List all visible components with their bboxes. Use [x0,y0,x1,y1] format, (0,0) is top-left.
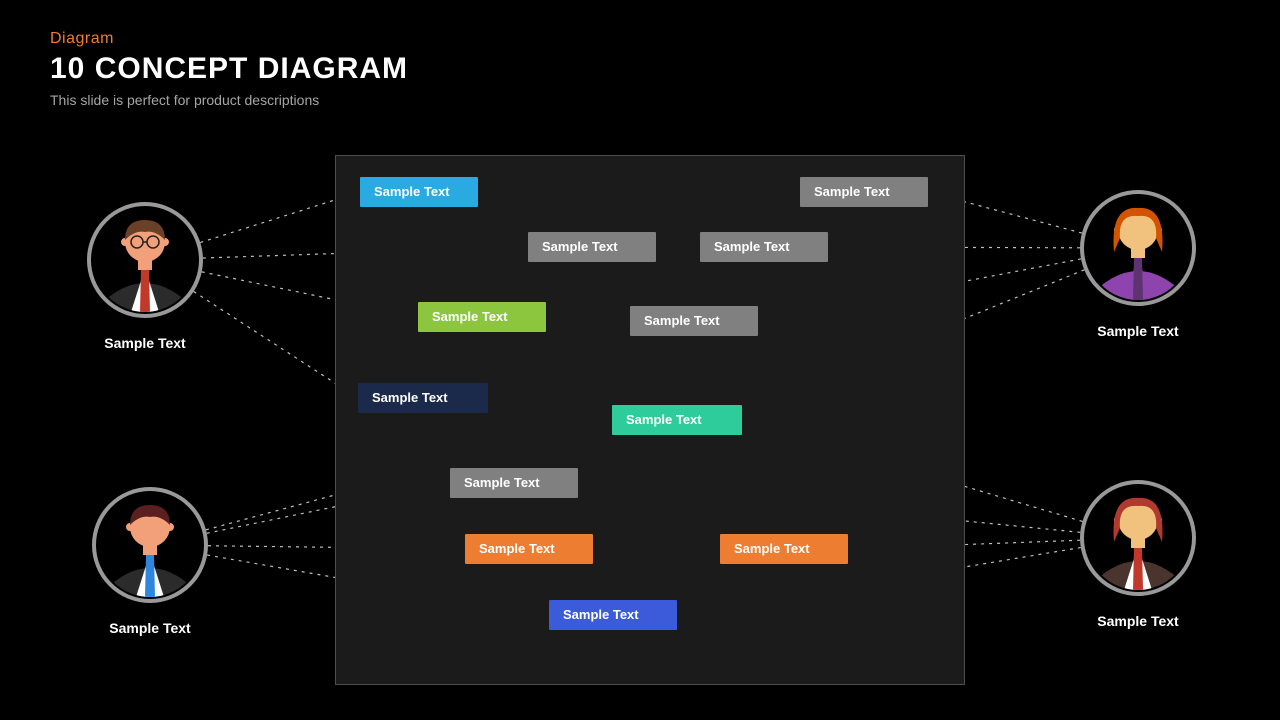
avatar: Sample Text [1078,188,1198,339]
concept-node: Sample Text [549,600,677,630]
avatar-label: Sample Text [1078,323,1198,339]
avatar-icon [1078,188,1198,308]
avatar: Sample Text [90,485,210,636]
concept-node: Sample Text [528,232,656,262]
concept-node: Sample Text [800,177,928,207]
concept-node: Sample Text [465,534,593,564]
slide-subtitle: This slide is perfect for product descri… [50,92,408,108]
concept-node: Sample Text [612,405,742,435]
avatar-icon [1078,478,1198,598]
concept-node: Sample Text [450,468,578,498]
slide-header: Diagram 10 CONCEPT DIAGRAM This slide is… [50,30,408,108]
concept-node: Sample Text [720,534,848,564]
concept-node: Sample Text [630,306,758,336]
avatar: Sample Text [1078,478,1198,629]
concept-node: Sample Text [700,232,828,262]
slide-title: 10 CONCEPT DIAGRAM [50,52,408,86]
avatar-icon [90,485,210,605]
kicker-text: Diagram [50,30,408,48]
avatar: Sample Text [85,200,205,351]
concept-node: Sample Text [418,302,546,332]
concept-node: Sample Text [358,383,488,413]
avatar-label: Sample Text [85,335,205,351]
avatar-label: Sample Text [1078,613,1198,629]
concept-node: Sample Text [360,177,478,207]
avatar-icon [85,200,205,320]
avatar-label: Sample Text [90,620,210,636]
